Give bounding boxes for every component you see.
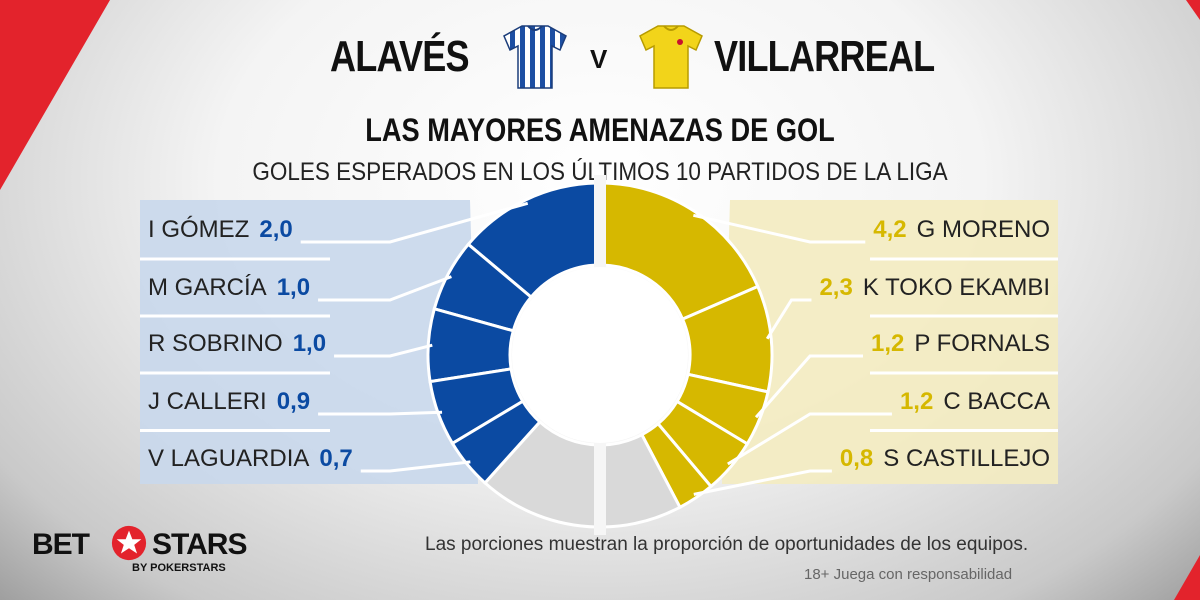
- away-player-label-1: K TOKO EKAMBI: [863, 274, 1050, 301]
- donut-hole: [512, 267, 688, 443]
- away-player-label-2: P FORNALS: [914, 330, 1050, 357]
- yellow-shirt-icon: [639, 25, 703, 89]
- corner-accent-top-left: [0, 0, 110, 190]
- away-player-label-0: G MORENO: [917, 216, 1050, 243]
- away-player-label-4: S CASTILLEJO: [883, 445, 1050, 472]
- home-connector-2: [334, 343, 433, 358]
- away-connector-4: [693, 469, 832, 496]
- away-player-label-3: C BACCA: [943, 388, 1050, 415]
- home-player-label-1: M GARCÍA: [148, 274, 267, 301]
- brand-by-pokerstars: BY POKERSTARS: [132, 562, 226, 574]
- brand-bet: BET: [32, 528, 90, 561]
- home-player-label-3: J CALLERI: [148, 388, 267, 415]
- corner-accent-top-right: [1186, 0, 1200, 20]
- versus-label: V: [590, 44, 608, 74]
- home-team-name: ALAVÉS: [330, 32, 470, 81]
- away-connector-3: [727, 412, 892, 466]
- away-value-label-2: 1,2: [871, 330, 904, 357]
- chart-title: LAS MAYORES AMENAZAS DE GOL: [365, 112, 835, 148]
- responsibility-notice: 18+ Juega con responsabilidad: [804, 566, 1013, 583]
- away-panel: [722, 200, 1058, 484]
- away-team-name: VILLARREAL: [714, 32, 935, 81]
- home-value-label-2: 1,0: [293, 330, 326, 357]
- home-player-label-0: I GÓMEZ: [148, 216, 249, 243]
- away-value-label-4: 0,8: [840, 445, 873, 472]
- star-icon: [111, 525, 147, 561]
- away-connector-0: [693, 213, 866, 244]
- chart-footnote: Las porciones muestran la proporción de …: [425, 534, 1029, 555]
- corner-accent-bottom-right: [1174, 555, 1200, 600]
- blue-white-striped-shirt-icon: [503, 25, 567, 89]
- home-value-label-0: 2,0: [259, 216, 292, 243]
- brand-stars: STARS: [152, 528, 247, 561]
- home-player-label-4: V LAGUARDIA: [148, 445, 309, 472]
- home-player-label-2: R SOBRINO: [148, 330, 283, 357]
- away-value-label-0: 4,2: [873, 216, 906, 243]
- home-connector-0: [300, 201, 529, 244]
- home-connector-4: [360, 460, 471, 473]
- betstars-logo: BET STARS BY POKERSTARS: [32, 525, 247, 588]
- match-header: ALAVÉS V VILLARREAL: [0, 22, 1200, 92]
- away-connector-1: [765, 298, 812, 340]
- away-value-label-1: 2,3: [819, 274, 852, 301]
- home-value-label-3: 0,9: [277, 388, 310, 415]
- home-connector-3: [318, 410, 443, 416]
- away-connector-2: [754, 354, 864, 419]
- home-value-label-1: 1,0: [277, 274, 310, 301]
- away-value-label-3: 1,2: [900, 388, 933, 415]
- home-connector-1: [318, 275, 452, 302]
- home-value-label-4: 0,7: [319, 445, 352, 472]
